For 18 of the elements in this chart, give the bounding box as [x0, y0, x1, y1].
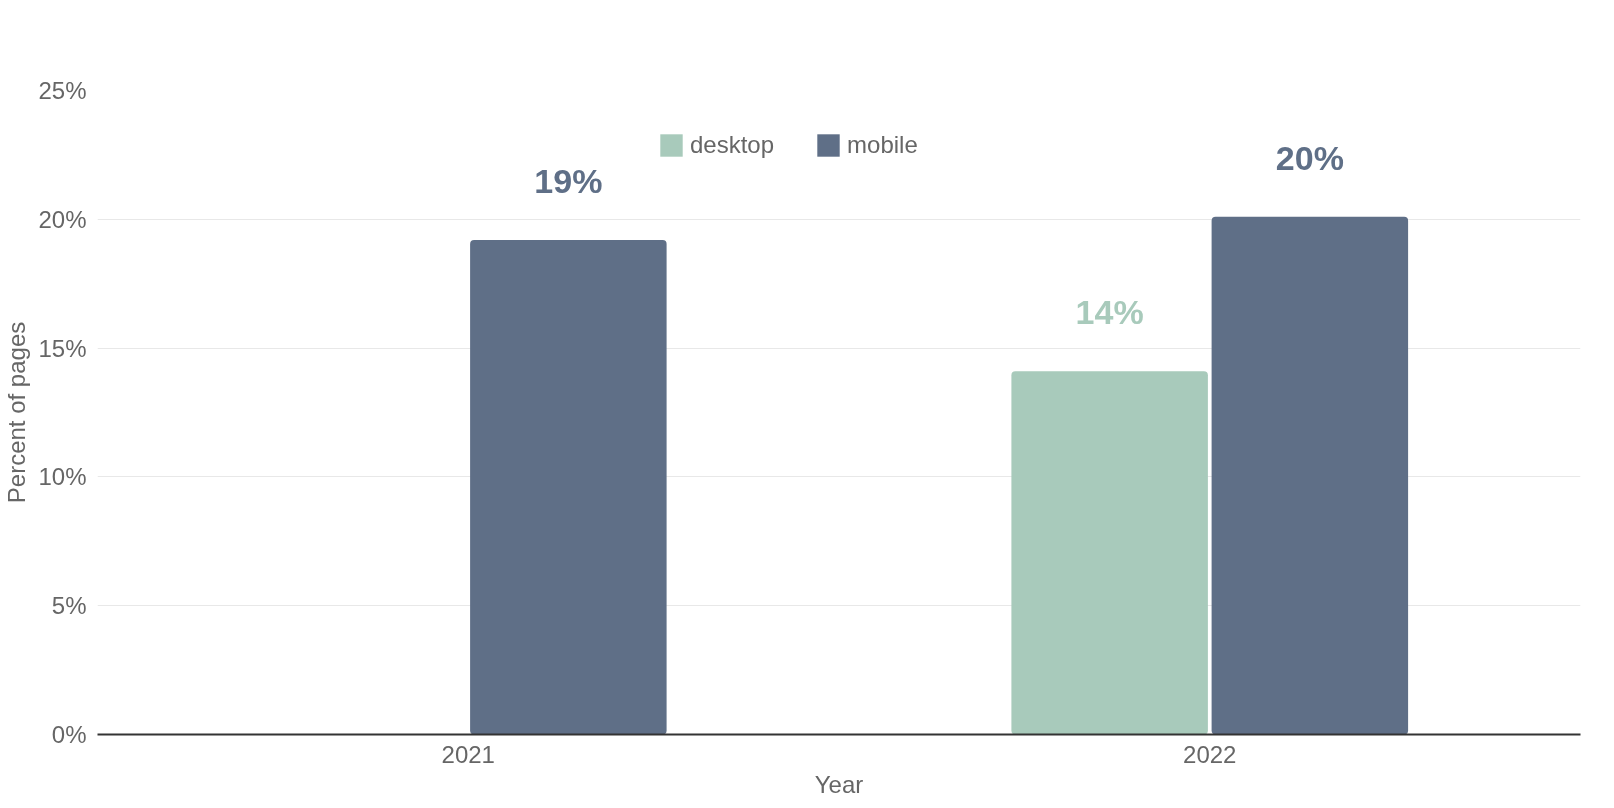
- bar: [1211, 216, 1409, 735]
- x-tick-label: 2021: [441, 740, 495, 768]
- y-tick-label: 25%: [38, 77, 87, 104]
- legend-label: mobile: [847, 131, 918, 159]
- bar: [1011, 371, 1208, 735]
- y-tick-label: 15%: [38, 334, 87, 362]
- data-label: 20%: [1275, 138, 1344, 177]
- x-axis-title: Year: [814, 770, 864, 798]
- y-axis-title: Percent of pages: [3, 321, 31, 504]
- data-label: 19%: [534, 161, 603, 200]
- bar: [470, 239, 667, 735]
- x-tick-label: 2022: [1183, 740, 1237, 768]
- y-tick-label: 20%: [38, 205, 87, 233]
- legend-label: desktop: [690, 131, 775, 159]
- y-tick-label: 0%: [51, 721, 87, 748]
- y-tick-label: 10%: [38, 463, 87, 491]
- y-tick-label: 5%: [51, 592, 87, 620]
- data-label: 14%: [1075, 293, 1144, 332]
